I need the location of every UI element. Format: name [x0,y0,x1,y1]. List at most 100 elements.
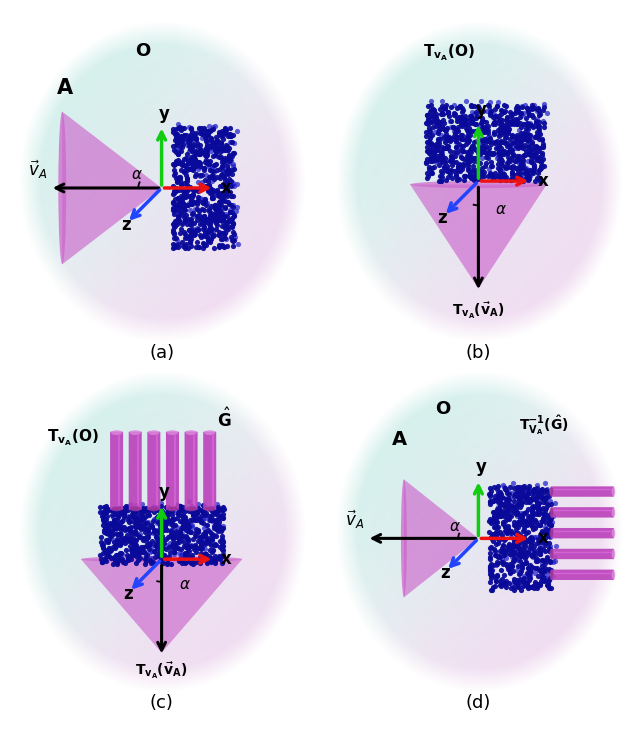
Point [430,126,440,138]
Point [440,157,451,169]
Point [483,99,493,111]
Point [492,560,502,572]
Point [491,539,501,550]
Point [188,509,198,520]
Point [482,132,492,144]
Point [124,535,134,547]
Point [495,575,506,587]
Point [223,223,233,235]
Point [106,528,116,539]
Point [527,506,537,518]
Point [522,131,532,142]
Point [180,165,191,177]
Point [499,577,509,589]
Point [99,501,109,512]
Point [476,118,486,129]
Point [168,537,179,549]
Point [188,195,198,207]
Point [537,532,547,544]
Point [188,223,198,235]
Point [207,165,218,177]
Point [490,550,500,561]
Point [496,157,506,169]
Point [520,527,531,539]
Point [516,157,527,169]
Point [458,158,468,170]
Point [190,155,200,167]
Point [462,135,472,147]
Point [546,507,556,519]
Point [196,504,206,515]
Point [191,241,201,253]
Point [224,214,234,226]
Point [214,517,224,529]
Point [232,201,243,213]
Point [183,158,193,169]
Point [214,214,224,226]
Point [175,500,186,512]
Point [214,151,224,163]
Point [503,147,513,158]
Point [532,563,542,575]
Point [495,500,505,512]
Point [186,155,196,167]
Point [454,173,464,185]
Point [203,155,213,167]
Point [225,136,235,147]
Point [218,214,228,226]
Point [517,109,527,120]
Point [461,150,472,161]
Point [465,117,476,128]
Point [492,569,502,581]
Point [421,118,431,129]
Point [528,491,538,502]
Point [430,116,440,128]
Point [528,580,538,592]
Ellipse shape [550,529,553,538]
Point [190,145,200,157]
Point [513,137,523,148]
Point [143,522,153,534]
Point [484,135,494,147]
Point [198,513,208,525]
Point [534,153,544,164]
Point [524,142,534,153]
Point [194,156,204,168]
Point [196,539,206,551]
Point [490,580,500,592]
Point [502,147,513,158]
Point [212,150,222,162]
Point [119,532,129,544]
Point [207,139,218,151]
Point [525,119,536,131]
Point [456,159,466,171]
Point [198,128,209,140]
Point [514,124,524,136]
Point [520,557,531,569]
Point [524,535,534,547]
Point [175,529,185,540]
Point [198,210,209,222]
Point [424,136,434,147]
Point [516,166,527,177]
Point [504,513,515,525]
Point [97,539,108,550]
Text: x: x [221,550,231,568]
Point [470,118,481,130]
Point [529,120,540,131]
Point [138,522,148,534]
Point [209,203,219,215]
Point [204,203,214,215]
Point [527,143,537,155]
Point [177,158,187,170]
Point [188,509,198,520]
Point [531,499,541,510]
Point [506,539,516,551]
Point [498,540,508,552]
Point [207,190,217,201]
Point [490,518,500,530]
Point [504,141,515,153]
Point [177,216,187,228]
Point [222,190,232,201]
Point [458,153,468,165]
